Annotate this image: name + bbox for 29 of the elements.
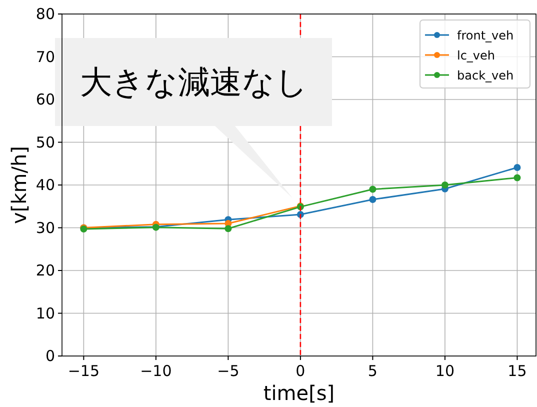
- callout: 大きな減速なし: [55, 38, 332, 198]
- y-tick-label: 10: [36, 304, 55, 322]
- point: [369, 196, 376, 204]
- x-tick-label: −15: [68, 362, 100, 380]
- y-tick-label: 50: [36, 133, 55, 152]
- y-tick-label: 30: [36, 218, 55, 237]
- legend-label: back_veh: [457, 68, 514, 82]
- y-tick-label: 70: [36, 48, 55, 66]
- x-tick-label: 15: [508, 362, 527, 380]
- y-tick-label: 20: [36, 262, 55, 280]
- y-axis-title: v[km/h]: [7, 146, 31, 224]
- x-tick-label: 10: [435, 362, 455, 380]
- point: [369, 186, 376, 193]
- x-tick-label: 5: [368, 362, 378, 380]
- y-tick-label: 40: [36, 176, 55, 194]
- x-tick-label: −5: [217, 362, 240, 380]
- y-tick-label: 80: [36, 5, 55, 23]
- point: [514, 164, 521, 171]
- legend-label: front_veh: [457, 28, 514, 42]
- point: [224, 225, 232, 232]
- y-tick-label: 60: [36, 90, 55, 108]
- x-axis-title: time[s]: [263, 381, 335, 405]
- annotation: 大きな減速なし: [80, 63, 308, 101]
- point: [441, 182, 448, 188]
- y-tick-label: 0: [45, 347, 55, 365]
- x-tick-label: −10: [140, 362, 172, 380]
- x-tick-label: 0: [296, 362, 306, 380]
- point: [514, 174, 521, 182]
- legend-label: lc_veh: [457, 48, 496, 62]
